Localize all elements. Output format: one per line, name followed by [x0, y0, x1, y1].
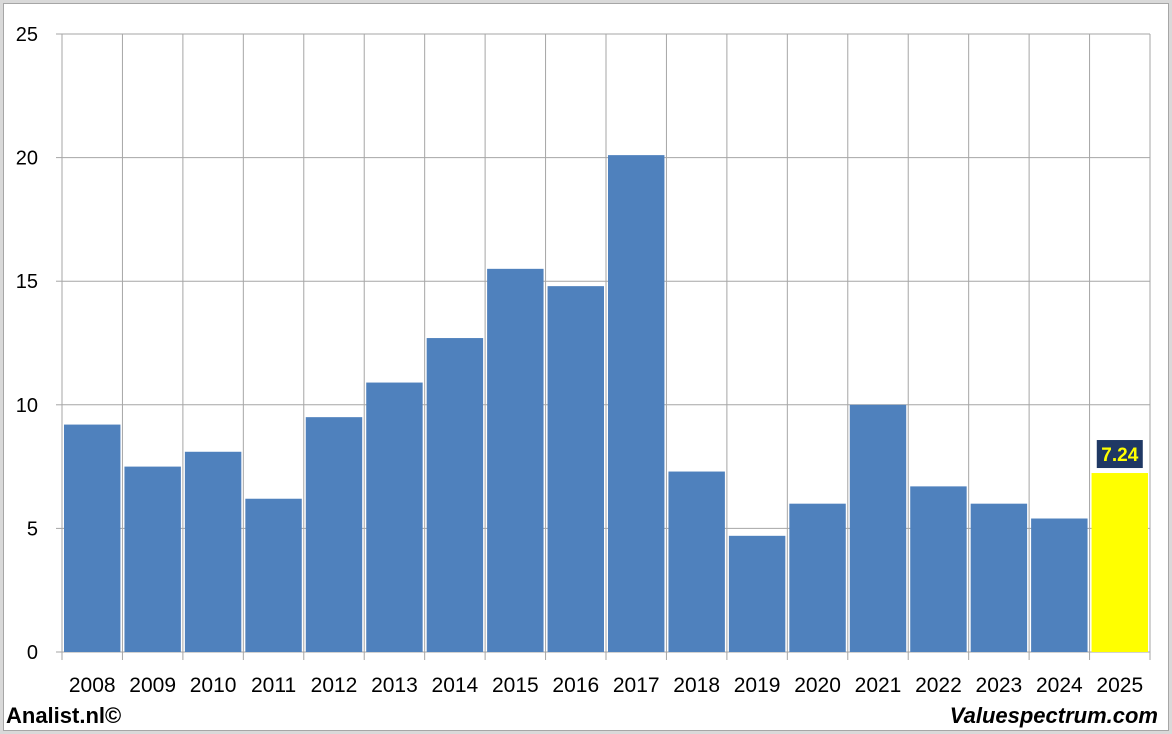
x-tick-label: 2014 [432, 674, 479, 697]
x-tick-label: 2024 [1036, 674, 1083, 697]
bar [547, 286, 604, 652]
y-tick-label: 5 [27, 518, 38, 540]
bar [789, 503, 846, 652]
x-tick-label: 2023 [976, 674, 1023, 697]
bar [366, 382, 423, 652]
x-tick-label: 2016 [552, 674, 599, 697]
source-label: Analist.nl© [6, 703, 122, 728]
x-tick-label: 2020 [794, 674, 841, 697]
bar [608, 155, 665, 653]
bar [910, 486, 967, 652]
bar [305, 417, 363, 652]
bar [64, 424, 121, 652]
data-label: 7.24 [1101, 445, 1138, 466]
x-tick-label: 2018 [673, 674, 720, 697]
bar [245, 498, 302, 652]
x-tick-label: 2008 [69, 674, 116, 697]
x-tick-label: 2012 [311, 674, 358, 697]
x-tick-label: 2011 [251, 674, 296, 697]
y-tick-label: 15 [16, 271, 38, 293]
x-tick-label: 2009 [129, 674, 176, 697]
bar [849, 404, 907, 652]
x-tick-label: 2015 [492, 674, 539, 697]
x-tick-label: 2013 [371, 674, 418, 697]
y-tick-label: 0 [27, 642, 38, 664]
bar [970, 503, 1028, 652]
x-tick-label: 2022 [915, 674, 962, 697]
bar [426, 338, 484, 652]
bar [1031, 518, 1088, 652]
x-tick-label: 2019 [734, 674, 781, 697]
bar [124, 466, 181, 652]
x-tick-label: 2017 [613, 674, 660, 697]
bar-highlight [1091, 473, 1148, 652]
x-tick-label: 2021 [855, 674, 902, 697]
bar [668, 471, 725, 652]
x-tick-label: 2025 [1096, 674, 1143, 697]
bar [728, 535, 786, 652]
watermark-label: Valuespectrum.com [949, 703, 1158, 728]
bar [184, 451, 242, 652]
y-tick-label: 10 [16, 395, 38, 417]
data-label-box [1096, 440, 1143, 469]
y-tick-label: 25 [16, 24, 38, 46]
y-tick-label: 20 [16, 148, 38, 170]
bar [487, 268, 544, 652]
x-tick-label: 2010 [190, 674, 237, 697]
